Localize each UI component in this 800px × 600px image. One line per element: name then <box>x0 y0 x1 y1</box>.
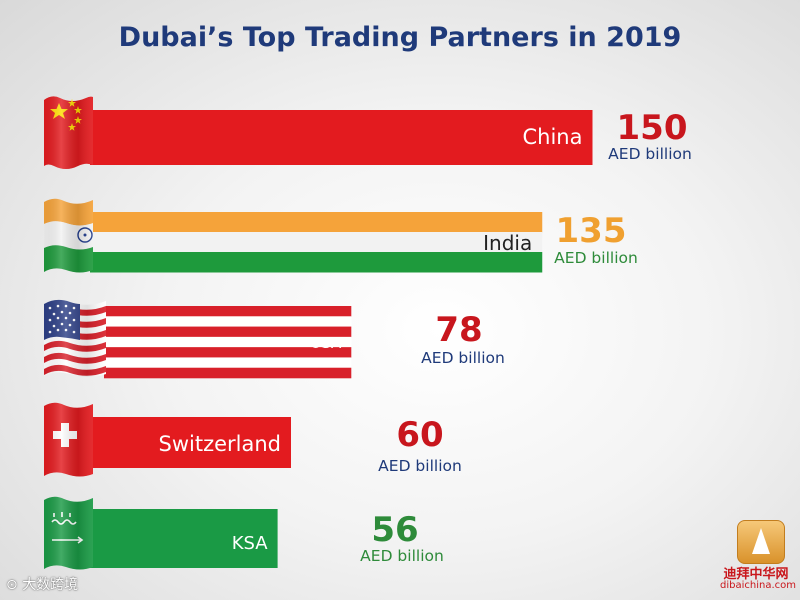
bar-usa-stripe <box>104 367 352 379</box>
bar-label-china: China <box>523 125 583 149</box>
watermark-left: ⊙ 大数跨境 <box>6 574 78 594</box>
bar-label-india: India <box>483 231 532 255</box>
bar-label-switzerland: Switzerland <box>159 432 282 456</box>
unit-label-usa: AED billion <box>421 349 505 367</box>
bar-switzerland <box>90 417 291 468</box>
watermark-right-cn: 迪拜中华网 <box>723 567 789 582</box>
bar-group-usa: USA 78 AED billion <box>44 299 505 379</box>
bar-ksa <box>90 509 278 568</box>
india-flag <box>44 198 93 273</box>
bar-india-stripe <box>90 212 543 233</box>
bar-china <box>90 110 593 165</box>
watermark-left-text: 大数跨境 <box>22 577 79 593</box>
bar-usa-stripe <box>104 336 352 348</box>
bar-label-usa: USA <box>310 334 342 352</box>
watermark-right-url: dibaichina.com <box>720 580 796 591</box>
china-flag-shading <box>44 96 93 169</box>
bar-usa-stripe <box>104 357 352 369</box>
value-label-india: 135 <box>556 211 627 251</box>
unit-label-ksa: AED billion <box>360 547 444 565</box>
bar-group-china: China 150 AED billion <box>44 96 692 169</box>
bar-group-india: India 135 AED billion <box>44 198 638 273</box>
value-label-switzerland: 60 <box>396 415 443 455</box>
bar-usa-stripe <box>104 347 352 358</box>
watermark-logo-icon: ⊙ <box>6 577 18 593</box>
value-label-china: 150 <box>617 108 688 148</box>
value-label-ksa: 56 <box>371 510 418 550</box>
chart-title: Dubai’s Top Trading Partners in 2019 <box>119 22 682 53</box>
bar-group-ksa: KSA 56 AED billion <box>44 496 444 570</box>
value-label-usa: 78 <box>435 310 482 350</box>
bar-label-ksa: KSA <box>232 533 269 554</box>
sail-logo-icon <box>737 520 785 564</box>
bar-india-stripe <box>90 232 543 253</box>
bar-usa-stripe <box>104 306 352 317</box>
unit-label-switzerland: AED billion <box>378 457 462 475</box>
bar-usa <box>104 306 352 379</box>
unit-label-china: AED billion <box>608 145 692 163</box>
bar-usa-stripe <box>104 316 352 327</box>
bar-india <box>90 212 543 273</box>
usa-flag <box>44 299 106 377</box>
bar-usa-stripe <box>104 326 352 338</box>
bar-group-switzerland: Switzerland 60 AED billion <box>44 402 462 477</box>
unit-label-india: AED billion <box>554 249 638 267</box>
bar-india-stripe <box>90 252 543 273</box>
